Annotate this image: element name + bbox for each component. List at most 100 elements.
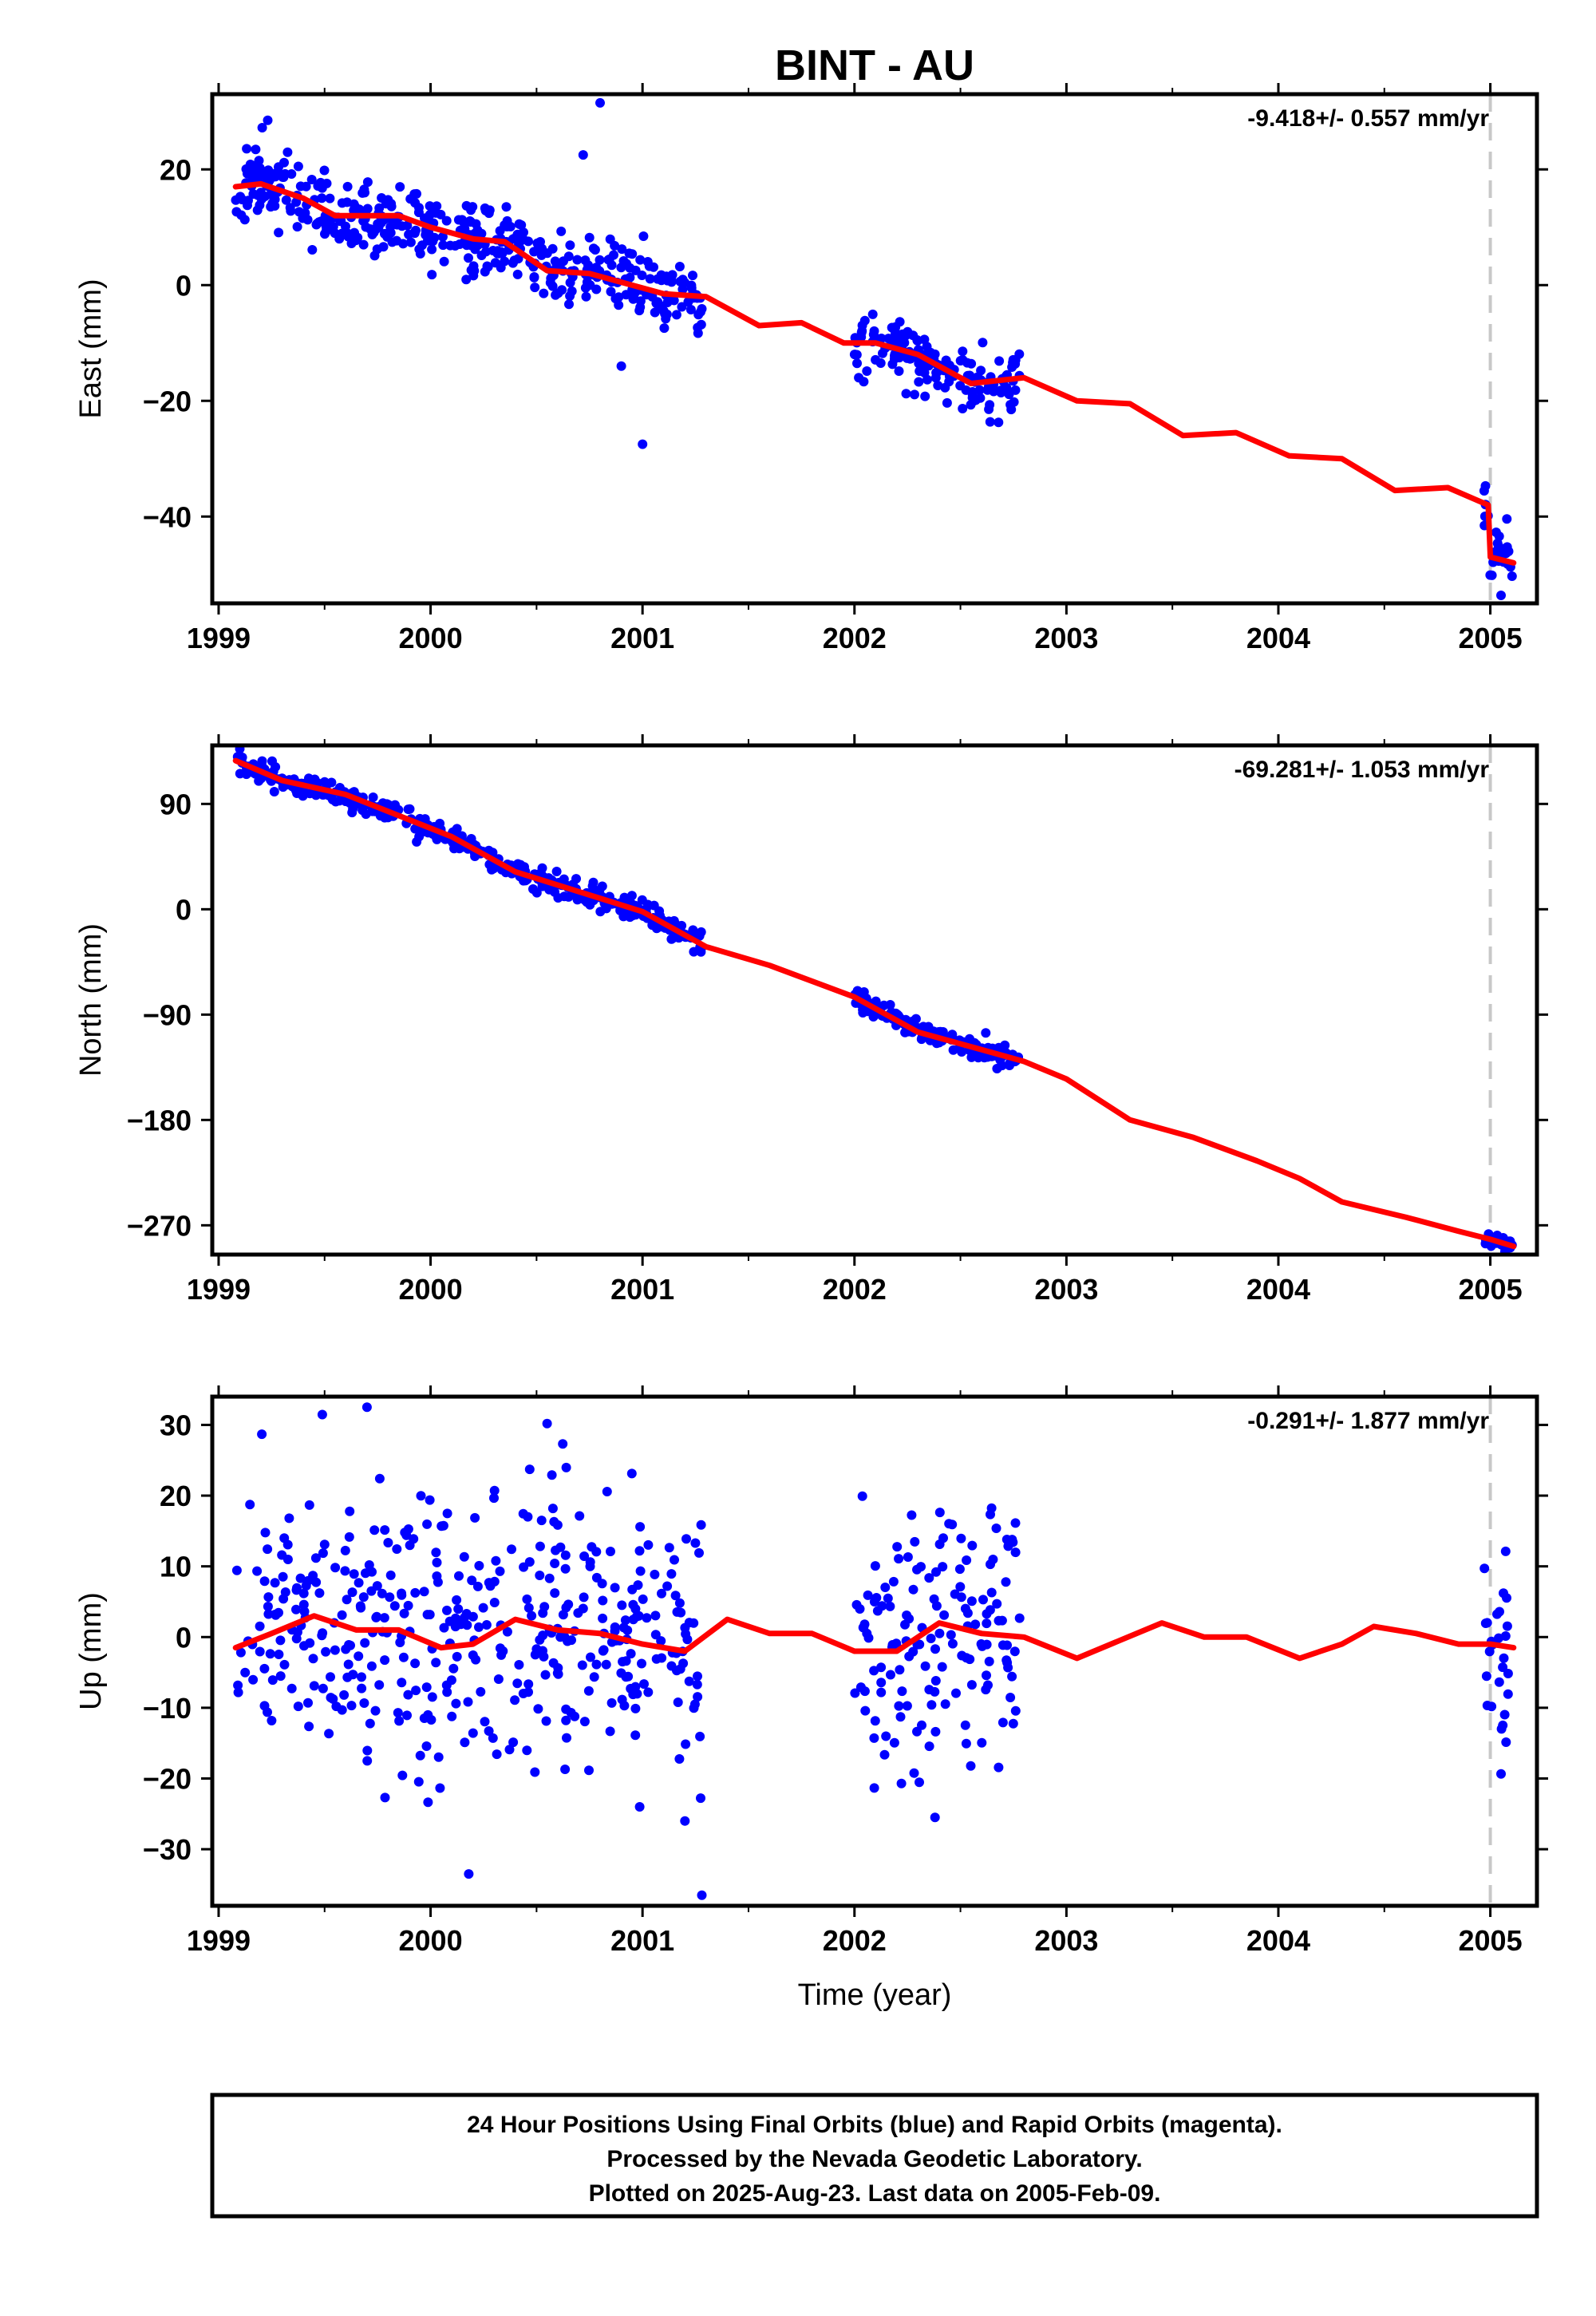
data-point [527,1611,537,1621]
data-point [883,334,894,344]
data-point [580,255,591,266]
data-point [630,1682,641,1692]
data-point [452,1595,462,1605]
data-point [474,1622,484,1632]
data-point [638,1594,648,1604]
data-point [888,1576,899,1587]
data-point [480,1717,490,1727]
data-point [653,297,663,307]
data-point [902,1701,912,1711]
data-point [433,1752,444,1762]
data-point [961,1738,971,1749]
data-point [305,1638,315,1648]
data-point [324,1729,334,1739]
data-point [870,1716,880,1726]
data-point [1003,1541,1013,1551]
data-point [439,256,449,267]
outlier-point [697,1890,707,1900]
data-point [317,183,327,193]
data-point [389,1601,400,1611]
x-tick-label: 1999 [187,1273,251,1306]
data-point [374,1473,385,1484]
data-point [291,1604,301,1614]
data-point [591,1659,602,1670]
data-point [370,1705,381,1716]
outlier-point [464,1869,474,1879]
data-point [530,283,540,293]
north-plot-area [232,745,1517,1255]
data-point [674,1598,685,1608]
data-point [680,278,690,288]
east-points [231,97,1517,600]
data-point [869,1733,879,1743]
data-point [346,1701,357,1711]
data-point [452,824,462,834]
y-tick-label: −90 [143,998,192,1031]
data-point [908,1584,918,1595]
data-point [321,1646,331,1657]
data-point [402,1710,412,1721]
data-point [930,1644,940,1654]
y-tick-label: 30 [160,1409,192,1441]
data-point [380,1655,390,1666]
data-point [501,202,512,212]
data-point [497,248,508,259]
data-point [270,201,280,211]
data-point [518,1689,528,1698]
data-point [912,336,922,346]
data-point [575,1511,585,1521]
east-panel: 1999 2000 2001 2002 2003 2004 2005 −40 −20 0 20 Eas… [74,83,1548,654]
data-point [620,1615,630,1626]
data-point [362,177,373,188]
data-point [1502,1621,1512,1631]
data-point [551,290,561,300]
data-point [248,1674,259,1685]
data-point [1482,1618,1492,1628]
data-point [254,156,264,166]
data-point [488,1733,498,1743]
data-point [263,1609,274,1619]
data-point [991,1524,1001,1533]
data-point [393,1708,403,1718]
data-point [432,834,442,844]
data-point [634,306,645,316]
data-point [433,1577,443,1587]
data-point [450,1613,460,1623]
data-point [994,356,1005,366]
data-point [369,251,380,261]
data-point [985,417,995,427]
data-point [437,231,448,242]
data-point [573,1608,583,1618]
data-point [362,1745,373,1756]
data-point [872,1606,883,1616]
up-plot-area [231,1397,1517,1906]
x-tick-label: 2003 [1034,622,1098,654]
data-point [1480,480,1491,491]
data-point [618,1657,628,1667]
data-point [924,1573,934,1583]
data-point [304,1721,314,1732]
data-point [317,193,327,204]
data-point [437,1521,447,1531]
data-point [489,1493,499,1504]
data-point [460,1737,470,1748]
data-point [260,1528,271,1538]
data-point [692,1679,702,1690]
data-point [981,1028,991,1038]
data-point [362,204,373,214]
data-point [441,215,452,226]
data-point [429,207,440,217]
data-point [504,1745,515,1755]
data-point [354,1578,364,1588]
data-point [614,292,624,302]
data-point [325,193,335,204]
data-point [423,1797,433,1808]
data-point [561,1715,571,1725]
data-point [666,1569,677,1579]
data-point [610,1622,620,1632]
data-point [461,200,472,211]
data-point [337,1610,347,1620]
data-point [879,1749,890,1760]
data-point [453,1604,464,1614]
data-point [598,1613,608,1623]
